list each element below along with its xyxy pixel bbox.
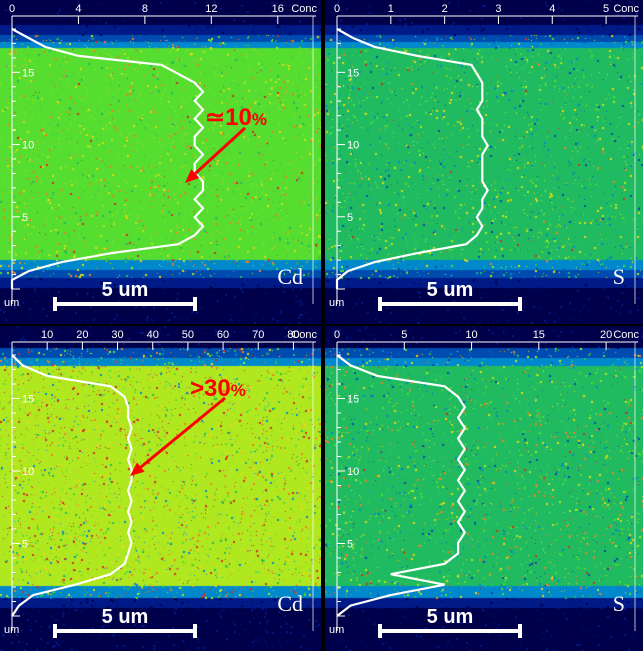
x-tick-label: 12: [205, 3, 217, 15]
x-tick-label: 1: [388, 3, 394, 15]
scalebar-label: 5 um: [427, 606, 474, 628]
x-tick-label: 60: [217, 329, 229, 341]
overlay-top-left: 0 4 8 12 16 Conc 5 10 15 um 5 um Cd ≃10%: [0, 0, 321, 324]
x-tick-label: 4: [549, 3, 555, 15]
profile-curve: [337, 29, 488, 289]
y-tick-label: 15: [347, 67, 359, 79]
y-tick-label: 5: [22, 212, 28, 224]
y-tick-label: 5: [347, 539, 353, 551]
element-label: Cd: [277, 591, 303, 616]
panel-bottom-left: 1020304050607080Conc51015um5 umCd>30%: [0, 326, 321, 651]
x-axis-label: Conc: [291, 3, 317, 15]
overlay-top-right: 0 1 2 3 4 5 Conc 5 10 15 um 5 um S: [325, 0, 643, 324]
annotation-text: ≃10%: [205, 104, 267, 131]
x-axis-label: Conc: [613, 3, 639, 15]
x-tick-label: 15: [533, 329, 545, 341]
y-axis-label: um: [4, 297, 19, 309]
y-axis-label: um: [4, 624, 19, 636]
y-tick-label: 15: [22, 394, 34, 406]
element-label: S: [613, 264, 625, 289]
panel-top-right: 0 1 2 3 4 5 Conc 5 10 15 um 5 um S: [325, 0, 643, 324]
x-tick-label: 70: [252, 329, 264, 341]
x-axis-label: Conc: [613, 329, 639, 341]
x-tick-label: 10: [465, 329, 477, 341]
x-tick-label: 0: [334, 329, 340, 341]
x-tick-label: 16: [272, 3, 284, 15]
overlay-bottom-left: 1020304050607080Conc51015um5 umCd>30%: [0, 326, 321, 651]
x-tick-label: 4: [75, 3, 81, 15]
scalebar-label: 5 um: [427, 279, 474, 301]
element-label: S: [613, 591, 625, 616]
x-tick-label: 5: [401, 329, 407, 341]
y-tick-label: 15: [22, 67, 34, 79]
y-tick-label: 10: [22, 140, 34, 152]
x-tick-label: 40: [147, 329, 159, 341]
x-tick-label: 8: [142, 3, 148, 15]
profile-curve: [12, 29, 203, 289]
scalebar-label: 5 um: [102, 606, 149, 628]
x-tick-label: 50: [182, 329, 194, 341]
y-tick-label: 15: [347, 394, 359, 406]
x-tick-label: 30: [111, 329, 123, 341]
x-tick-label: 0: [9, 3, 15, 15]
y-tick-label: 5: [347, 212, 353, 224]
x-axis-label: Conc: [291, 329, 317, 341]
annotation-arrow: [195, 128, 245, 174]
x-tick-label: 2: [442, 3, 448, 15]
y-tick-label: 10: [347, 466, 359, 478]
scalebar-label: 5 um: [102, 279, 149, 301]
x-tick-label: 20: [76, 329, 88, 341]
panel-top-left: 0 4 8 12 16 Conc 5 10 15 um 5 um Cd ≃10%: [0, 0, 321, 324]
x-tick-label: 20: [600, 329, 612, 341]
y-axis-label: um: [329, 297, 344, 309]
x-tick-label: 5: [603, 3, 609, 15]
y-tick-label: 10: [22, 466, 34, 478]
y-tick-label: 10: [347, 140, 359, 152]
x-tick-label: 0: [334, 3, 340, 15]
annotation-arrow: [141, 398, 225, 467]
annotation-text: >30%: [190, 375, 246, 402]
overlay-bottom-right: 0 5 10 15 20Conc 5 10 15 um 5 um S: [325, 326, 643, 651]
panel-bottom-right: 0 5 10 15 20Conc 5 10 15 um 5 um S: [325, 326, 643, 651]
element-label: Cd: [277, 264, 303, 289]
y-axis-label: um: [329, 624, 344, 636]
x-tick-label: 3: [495, 3, 501, 15]
x-tick-label: 10: [41, 329, 53, 341]
y-tick-label: 5: [22, 539, 28, 551]
